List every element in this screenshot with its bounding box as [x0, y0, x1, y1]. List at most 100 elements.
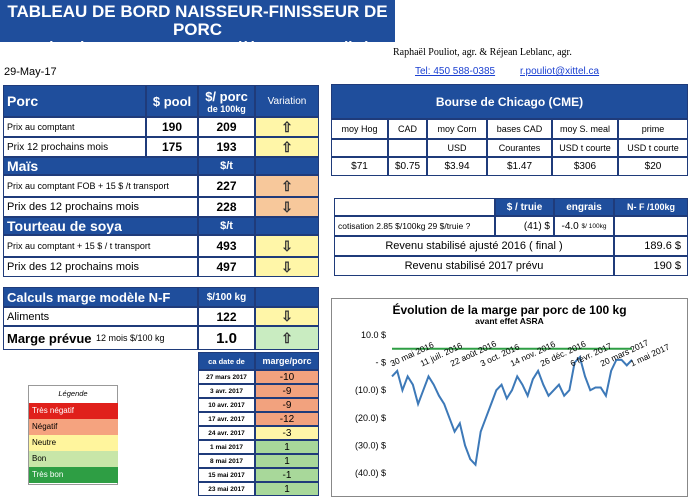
mais-row-12mois-label: Prix des 12 prochains mois [3, 197, 198, 217]
pool-col-header: $ pool [146, 85, 198, 117]
cme-col-head: moy Hog [331, 119, 388, 139]
porc-row-comptant-value: 209 [198, 117, 255, 137]
legend-item: Très négatif [29, 403, 118, 419]
arrow-down-icon: ⇩ [255, 197, 319, 217]
cme-header: Bourse de Chicago (CME) [331, 84, 688, 119]
report-date: 29-May-17 [4, 66, 57, 78]
cme-col-unit: USD t courte [552, 139, 618, 157]
arrow-down-icon: ⇩ [255, 235, 319, 257]
contact-email[interactable]: r.pouliot@xittel.ca [520, 66, 600, 77]
soya-row-comptant-label: Prix au comptant + 15 $ / t transport [3, 235, 198, 257]
soya-unit: $/t [198, 217, 255, 235]
asra-header: prévision ASRA 2017 net [334, 198, 495, 216]
chart-ytick: (10.0) $ [355, 385, 386, 395]
arrow-up-icon: ⇧ [255, 137, 319, 157]
calc-unit: $/100 kg [198, 287, 255, 307]
cme-col-unit: USD t courte [618, 139, 688, 157]
porc-row-12mois-pool: 175 [146, 137, 198, 157]
marge-label: Marge prévue 12 mois $/100 kg [3, 326, 198, 350]
cme-col-head: bases CAD [487, 119, 552, 139]
chart-series-line [391, 355, 633, 467]
arrow-down-icon: ⇩ [255, 257, 319, 277]
soya-blank [255, 217, 319, 235]
asra-nf-header: N- F /100kg [614, 198, 688, 216]
mais-blank [255, 157, 319, 175]
history-row-date: 23 mai 2017 [198, 482, 255, 496]
chart-subtitle: avant effet ASRA [475, 316, 544, 326]
history-row-date: 17 avr. 2017 [198, 412, 255, 426]
page-title: TABLEAU DE BORD NAISSEUR-FINISSEUR DE PO… [7, 2, 388, 39]
history-row-date: 10 avr. 2017 [198, 398, 255, 412]
history-row-value: -10 [255, 370, 319, 384]
cme-col-head: prime [618, 119, 688, 139]
revenu-2016-value: 189.6 $ [614, 236, 688, 256]
chart-ytick: (40.0) $ [355, 468, 386, 478]
soya-row-12mois-label: Prix des 12 prochains mois [3, 257, 198, 277]
porc-row-comptant-label: Prix au comptant [3, 117, 146, 137]
arrow-up-icon: ⇧ [255, 326, 319, 350]
cme-col-value: $71 [331, 157, 388, 176]
revenu-2017-value: 190 $ [614, 256, 688, 276]
arrow-down-icon: ⇩ [255, 307, 319, 326]
history-marge-header: marge/porc [255, 352, 319, 370]
cme-col-head: CAD [388, 119, 427, 139]
soya-row-12mois-value: 497 [198, 257, 255, 277]
mais-row-comptant-value: 227 [198, 175, 255, 197]
history-row-value: -12 [255, 412, 319, 426]
asra-engrais-header: engrais [554, 198, 614, 216]
cme-col-value: $306 [552, 157, 618, 176]
history-row-date: 24 avr. 2017 [198, 426, 255, 440]
chart-ytick: - $ [375, 358, 386, 368]
aliments-label: Aliments [3, 307, 198, 326]
variation-col-header: Variation [255, 85, 319, 117]
history-date-header: ca date de [198, 352, 255, 370]
calc-blank [255, 287, 319, 307]
cme-col-head: moy Corn [427, 119, 487, 139]
calc-header: Calculs marge modèle N-F [3, 287, 198, 307]
legend-item: Neutre [29, 435, 118, 451]
asra-truie-header: $ / truie [495, 198, 554, 216]
history-row-date: 27 mars 2017 [198, 370, 255, 384]
marge-value: 1.0 [198, 326, 255, 350]
cme-col-head: moy S. meal [552, 119, 618, 139]
aliments-value: 122 [198, 307, 255, 326]
mais-unit: $/t [198, 157, 255, 175]
cme-col-value: $3.94 [427, 157, 487, 176]
authors: Raphaël Pouliot, agr. & Réjean Leblanc, … [393, 47, 572, 58]
cme-col-unit [331, 139, 388, 157]
cme-col-unit: Courantes [487, 139, 552, 157]
history-row-date: 3 avr. 2017 [198, 384, 255, 398]
cotisation-label: cotisation 2.85 $/100kg 29 $/truie ? [334, 216, 495, 236]
porc-header: Porc [3, 85, 146, 117]
page-subtitle: Estimation marge ASRA - modèle 2014 actu… [25, 39, 370, 56]
legend-item: Très bon [29, 467, 118, 483]
porc-row-12mois-value: 193 [198, 137, 255, 157]
porc-col-header: $/ porc de 100kg [198, 85, 255, 117]
mais-header: Maïs [3, 157, 198, 175]
history-row-value: -9 [255, 398, 319, 412]
legend-item: Négatif [29, 419, 118, 435]
arrow-up-icon: ⇧ [255, 175, 319, 197]
chart-ytick: (30.0) $ [355, 440, 386, 450]
mais-row-comptant-label: Prix au comptant FOB + 15 $ /t transport [3, 175, 198, 197]
cme-col-value: $1.47 [487, 157, 552, 176]
history-row-value: 1 [255, 454, 319, 468]
legend-title: Légende [58, 389, 88, 398]
porc-row-comptant-pool: 190 [146, 117, 198, 137]
history-row-value: 1 [255, 482, 319, 496]
history-row-date: 1 mai 2017 [198, 440, 255, 454]
chart-title: Évolution de la marge par porc de 100 kg [392, 303, 627, 317]
cme-col-value: $0.75 [388, 157, 427, 176]
chart-ytick: (20.0) $ [355, 413, 386, 423]
legend-box: Légende Très négatif Négatif Neutre Bon Très… [28, 385, 118, 485]
title-banner: TABLEAU DE BORD NAISSEUR-FINISSEUR DE PO… [0, 0, 395, 56]
contact-tel[interactable]: Tel: 450 588-0385 [415, 66, 496, 77]
revenu-2016-label: Revenu stabilisé ajusté 2016 ( final ) [334, 236, 614, 256]
cme-col-unit: USD [427, 139, 487, 157]
history-row-value: -3 [255, 426, 319, 440]
history-row-value: -1 [255, 468, 319, 482]
chart-plot: 10.0 $ - $ (10.0) $ (20.0) $ (30.0) $ (40.0) … [355, 330, 671, 478]
porc-row-12mois-label: Prix 12 prochains mois [3, 137, 146, 157]
cme-col-unit [388, 139, 427, 157]
history-row-value: 1 [255, 440, 319, 454]
